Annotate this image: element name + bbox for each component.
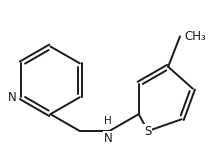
Text: N: N: [104, 132, 113, 145]
Text: H: H: [104, 116, 112, 126]
Text: N: N: [8, 91, 17, 104]
Text: S: S: [144, 124, 152, 138]
Text: CH₃: CH₃: [184, 30, 206, 43]
